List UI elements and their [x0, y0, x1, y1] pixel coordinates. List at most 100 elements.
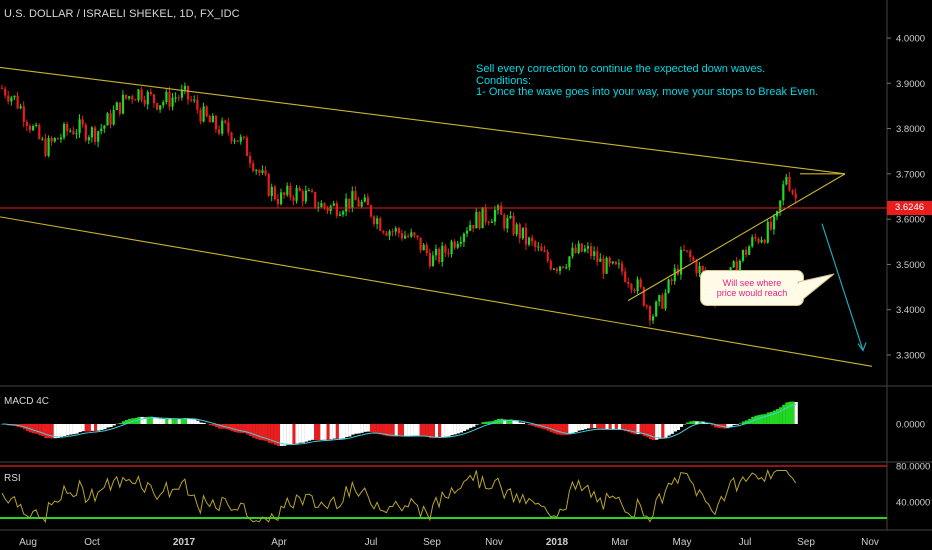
macd-bar: [726, 424, 730, 429]
macd-bar: [280, 424, 284, 446]
candle-body: [1, 87, 4, 89]
macd-bar: [84, 424, 88, 432]
rsi-tick-1: 40.0000: [896, 498, 930, 509]
candle-body: [38, 125, 41, 139]
macd-bar: [534, 424, 538, 427]
macd-bar: [187, 418, 191, 424]
macd-bar: [664, 424, 668, 438]
candle-body: [484, 207, 487, 222]
candle-body: [605, 257, 608, 274]
macd-bar: [245, 424, 250, 435]
macd-bar: [351, 424, 355, 435]
macd-bar: [738, 423, 742, 424]
macd-bar: [407, 424, 411, 437]
candle-body: [779, 200, 782, 212]
candle-body: [419, 237, 422, 251]
macd-bar: [605, 424, 609, 430]
macd-bar: [227, 424, 231, 430]
candle-body: [534, 241, 537, 248]
candle-body: [177, 97, 180, 99]
candle-body: [379, 218, 382, 231]
candle-body: [332, 203, 335, 206]
candle-body: [453, 241, 456, 248]
candle-body: [447, 252, 450, 255]
macd-bar: [766, 412, 770, 424]
candle-body: [180, 89, 183, 98]
candle-body: [599, 258, 602, 262]
macd-bar: [196, 420, 200, 424]
candle-body: [280, 192, 283, 205]
candle-body: [84, 124, 87, 141]
macd-tick-0: 0.0000: [896, 420, 925, 431]
candle-body: [552, 268, 555, 270]
macd-bar: [689, 421, 693, 424]
candle-body: [543, 250, 546, 252]
candle-body: [738, 260, 741, 276]
macd-bar: [180, 418, 184, 424]
candle-body: [202, 106, 205, 122]
candle-body: [28, 125, 32, 131]
candle-body: [487, 221, 490, 223]
candle-body: [667, 279, 670, 293]
candle-body: [506, 218, 509, 229]
candle-body: [751, 237, 754, 247]
macd-bar: [428, 424, 432, 439]
macd-bar: [385, 424, 389, 437]
macd-bar: [90, 424, 95, 431]
macd-bar: [652, 424, 656, 441]
macd-bar: [342, 424, 346, 439]
macd-bar: [193, 419, 197, 424]
candle-body: [345, 198, 348, 212]
candle-body: [190, 99, 193, 101]
macd-bar: [776, 409, 780, 424]
macd-bar: [345, 424, 349, 438]
macd-bar: [559, 424, 563, 435]
candle-body: [301, 190, 304, 202]
macd-bar: [568, 424, 572, 435]
candle-body: [438, 248, 441, 263]
candle-body: [565, 267, 568, 269]
candle-body: [106, 113, 109, 126]
candle-body: [642, 287, 645, 306]
candle-body: [314, 191, 317, 208]
macd-bar: [317, 424, 321, 441]
candle-body: [239, 136, 242, 142]
candle-body: [149, 91, 152, 95]
price-tick-3.8000: 3.8000: [896, 124, 925, 135]
candle-body: [125, 94, 128, 99]
candle-body: [459, 241, 462, 244]
macd-bar: [617, 424, 622, 430]
macd-bar: [379, 424, 383, 435]
macd-bar: [112, 424, 116, 426]
candle-body: [444, 245, 447, 253]
candle-body: [32, 126, 35, 131]
candle-body: [624, 271, 627, 282]
candle-body: [4, 88, 7, 96]
candle-body: [748, 246, 751, 255]
candle-body: [50, 137, 53, 142]
macd-bar: [335, 424, 339, 439]
candle-body: [611, 261, 614, 264]
macd-bar: [590, 424, 594, 429]
macd-bar: [394, 424, 398, 437]
candle-body: [652, 316, 655, 321]
candle-body: [75, 133, 78, 135]
candle-body: [531, 237, 534, 242]
candle-body: [760, 239, 763, 243]
macd-bar: [596, 424, 600, 429]
macd-bar: [171, 419, 175, 424]
candle-body: [648, 306, 652, 321]
macd-bar: [332, 424, 336, 439]
macd-bar: [348, 424, 352, 437]
macd-bar: [255, 424, 259, 439]
candle-body: [382, 230, 385, 233]
macd-bar: [490, 421, 494, 424]
candle-body: [766, 221, 769, 243]
candle-body: [698, 266, 701, 274]
candle-body: [583, 248, 586, 252]
candle-body: [425, 244, 428, 253]
candle-body: [512, 215, 515, 235]
candle-body: [627, 281, 630, 284]
macd-bar: [146, 416, 150, 424]
